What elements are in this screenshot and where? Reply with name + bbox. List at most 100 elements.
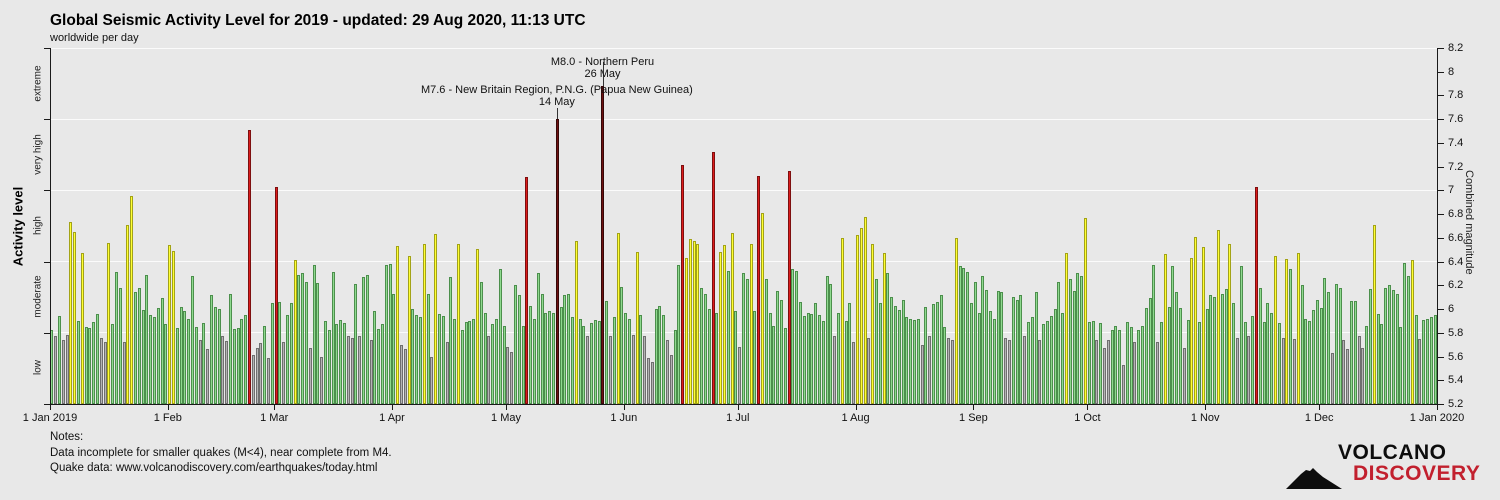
bar: [441, 316, 445, 404]
right-tick-label: 8.2: [1448, 42, 1464, 54]
bar: [1023, 336, 1027, 404]
bar: [122, 342, 126, 404]
bar: [145, 274, 149, 404]
month-label: 1 Jul: [726, 412, 750, 424]
left-axis-tick: [44, 119, 50, 121]
bar: [1194, 236, 1198, 404]
bar: [734, 311, 738, 404]
volcano-discovery-logo: VOLCANO DISCOVERY: [1286, 441, 1480, 495]
bar: [749, 243, 753, 404]
bar: [126, 224, 130, 404]
bar: [1190, 258, 1194, 404]
bar: [837, 312, 840, 404]
bar: [916, 318, 920, 404]
bar: [350, 337, 354, 404]
bar: [373, 311, 377, 404]
bar: [954, 237, 958, 404]
bar: [1365, 325, 1369, 404]
bar: [574, 241, 578, 404]
bar: [1304, 318, 1308, 404]
bar: [753, 311, 757, 404]
bar: [464, 322, 468, 404]
month-label: 1 Jan 2020: [1409, 412, 1465, 424]
bar: [1008, 339, 1011, 404]
bar: [198, 339, 202, 404]
bar: [711, 152, 715, 404]
left-axis-tick: [44, 332, 50, 334]
month-tick: [392, 404, 393, 410]
bar: [160, 298, 164, 404]
bar: [255, 348, 259, 404]
bar: [719, 252, 723, 404]
bar: [658, 305, 662, 404]
bar: [305, 281, 308, 404]
bar: [1243, 322, 1247, 404]
gridline: [50, 189, 1437, 191]
bar: [563, 294, 567, 404]
bar: [616, 233, 620, 404]
bar: [422, 243, 426, 404]
bar: [605, 300, 609, 404]
annotation-text: M8.0 - Northern Peru 26 May: [550, 56, 655, 80]
bar: [536, 273, 540, 404]
bar: [856, 235, 859, 404]
bar: [920, 344, 924, 404]
bar: [1296, 253, 1300, 404]
bar: [1312, 310, 1315, 404]
bar: [1327, 292, 1331, 404]
bar: [73, 231, 77, 404]
bar: [407, 255, 411, 404]
bar: [445, 342, 449, 404]
bar: [1228, 243, 1232, 404]
bar: [88, 328, 92, 404]
month-label: 1 Mar: [260, 412, 289, 424]
bar: [764, 279, 768, 404]
month-tick: [167, 404, 169, 410]
bar: [187, 318, 191, 404]
bar: [1182, 348, 1186, 404]
bar: [1372, 224, 1376, 404]
bar: [1433, 315, 1437, 404]
bar: [483, 312, 487, 404]
bar: [970, 303, 973, 404]
bar: [111, 324, 115, 404]
zone-label-very-high: very high: [32, 134, 44, 175]
bar: [308, 348, 312, 404]
bar: [232, 329, 236, 404]
month-tick: [973, 404, 975, 410]
bar: [1323, 278, 1327, 404]
bar: [928, 336, 932, 404]
bar: [593, 319, 597, 404]
notes-line-1: Data incomplete for smaller quakes (M<4)…: [50, 446, 392, 459]
month-tick: [506, 404, 507, 410]
bar: [582, 325, 586, 404]
bar: [1414, 315, 1418, 404]
zone-label-moderate: moderate: [32, 275, 44, 318]
month-tick: [855, 404, 857, 410]
bar: [704, 293, 707, 404]
bar: [191, 275, 194, 404]
right-axis-title: Combined magnitude: [1463, 170, 1475, 275]
bar: [700, 287, 704, 404]
bar: [69, 222, 73, 404]
bar: [681, 165, 685, 404]
bar: [194, 326, 198, 404]
bar: [381, 324, 384, 404]
month-tick: [623, 404, 625, 410]
bar: [1019, 294, 1023, 404]
bar: [962, 267, 966, 404]
bar: [723, 244, 726, 404]
bar: [457, 243, 460, 404]
bar: [1011, 297, 1015, 404]
bar: [590, 323, 593, 404]
bar: [597, 320, 601, 404]
bar: [384, 265, 388, 404]
bar: [1175, 292, 1179, 404]
bar: [1331, 352, 1334, 404]
bar: [202, 323, 206, 404]
bar: [799, 301, 802, 404]
right-axis-tick: [1437, 214, 1444, 216]
bar: [943, 326, 947, 404]
right-axis: [1437, 48, 1438, 410]
bar: [768, 312, 772, 404]
